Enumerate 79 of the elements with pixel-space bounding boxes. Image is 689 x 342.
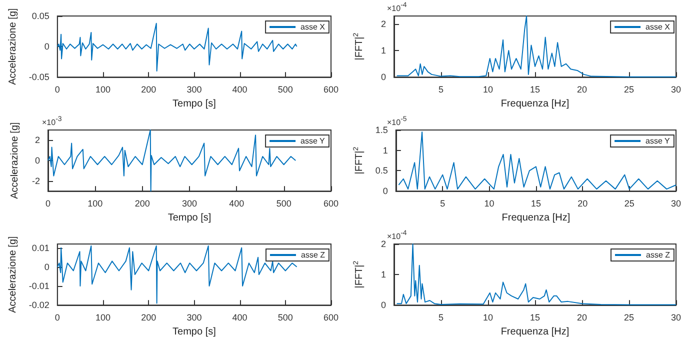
- x-tick-label: 100: [95, 84, 111, 95]
- x-tick-label: 5: [440, 198, 445, 209]
- y-tick-label: 1: [380, 270, 386, 280]
- y-tick-label: 1: [382, 145, 388, 156]
- x-tick-label: 200: [141, 312, 156, 323]
- y-tick-label: 2: [380, 239, 386, 249]
- line-series: [396, 16, 676, 78]
- x-axis-title: Frequenza [Hz]: [500, 326, 569, 338]
- x-axis-title: Frequenza [Hz]: [500, 98, 569, 110]
- x-tick-label: 20: [576, 312, 587, 323]
- legend-label: asse X: [300, 22, 326, 32]
- x-tick-label: 20: [576, 84, 587, 95]
- y-tick-label: 2: [380, 18, 386, 29]
- x-tick-label: 100: [95, 312, 111, 323]
- x-tick-label: 600: [323, 198, 339, 209]
- x-tick-label: 5: [438, 84, 444, 95]
- x-tick-label: 25: [624, 198, 634, 209]
- x-tick-label: 30: [670, 84, 681, 95]
- x-tick-label: 300: [186, 84, 202, 95]
- x-tick-label: 300: [186, 312, 202, 323]
- y-tick-label: 0.5: [374, 166, 388, 176]
- x-tick-label: 15: [530, 198, 540, 209]
- y-tick-label: 0: [382, 186, 388, 196]
- x-tick-label: 10: [484, 198, 494, 209]
- x-tick-label: 25: [623, 84, 634, 95]
- y-axis-title: Accelerazione [g]: [8, 236, 18, 313]
- line-series: [56, 22, 298, 72]
- x-tick-label: 500: [278, 312, 293, 323]
- x-tick-label: 600: [323, 84, 339, 95]
- y-tick-label: -0.05: [28, 72, 50, 82]
- y-tick-label: 0.01: [32, 242, 50, 253]
- x-tick-label: 0: [54, 84, 60, 95]
- x-tick-label: 30: [670, 312, 681, 323]
- legend-label: asse Z: [645, 250, 670, 260]
- legend-label: asse Z: [300, 250, 326, 260]
- legend-label: asse X: [645, 22, 670, 32]
- x-tick-label: 400: [229, 198, 244, 209]
- x-tick-label: 10: [482, 312, 493, 323]
- y-tick-label: 1.5: [374, 125, 388, 135]
- y-tick-label: 0: [34, 156, 40, 166]
- x-tick-label: 300: [182, 198, 198, 209]
- y-axis-title: Accelerazione [g]: [8, 8, 18, 85]
- x-tick-label: 400: [232, 84, 248, 95]
- x-tick-label: 25: [623, 312, 634, 323]
- legend-label: asse Y: [645, 136, 670, 146]
- y-tick-label: 0: [380, 300, 386, 310]
- x-tick-label: 200: [134, 198, 150, 209]
- x-tick-label: 15: [529, 312, 540, 323]
- line-series: [56, 245, 298, 304]
- x-tick-label: 200: [141, 84, 156, 95]
- x-axis-title: Tempo [s]: [168, 212, 212, 224]
- x-tick-label: 500: [278, 84, 293, 95]
- x-tick-label: 20: [577, 198, 588, 209]
- y-tick-label: -2: [32, 176, 40, 186]
- y-tick-label: 1: [380, 46, 386, 56]
- line-series: [48, 130, 296, 192]
- line-series: [398, 132, 676, 190]
- y-tick-label: 0.05: [32, 11, 50, 21]
- line-series: [396, 244, 676, 306]
- x-tick-label: 500: [276, 198, 292, 209]
- y-tick-label: 2: [34, 135, 40, 146]
- x-axis-title: Frequenza [Hz]: [501, 212, 570, 224]
- y-tick-label: 0: [380, 72, 386, 82]
- y-tick-label: 0: [44, 42, 50, 52]
- x-tick-label: 600: [323, 312, 339, 323]
- y-tick-label: -0.01: [28, 281, 50, 292]
- x-tick-label: 100: [88, 198, 103, 209]
- legend-label: asse Y: [300, 136, 326, 146]
- x-tick-label: 400: [232, 312, 248, 323]
- x-tick-label: 0: [54, 312, 60, 323]
- y-axis-title: Accelerazione [g]: [10, 122, 20, 199]
- x-tick-label: 10: [482, 84, 493, 95]
- y-tick-label: 0: [44, 262, 50, 272]
- x-axis-title: Tempo [s]: [172, 98, 216, 110]
- x-tick-label: 15: [529, 84, 540, 95]
- x-tick-label: 5: [438, 312, 444, 323]
- y-tick-label: -0.02: [28, 300, 50, 310]
- x-axis-title: Tempo [s]: [172, 326, 216, 338]
- x-tick-label: 30: [670, 198, 681, 209]
